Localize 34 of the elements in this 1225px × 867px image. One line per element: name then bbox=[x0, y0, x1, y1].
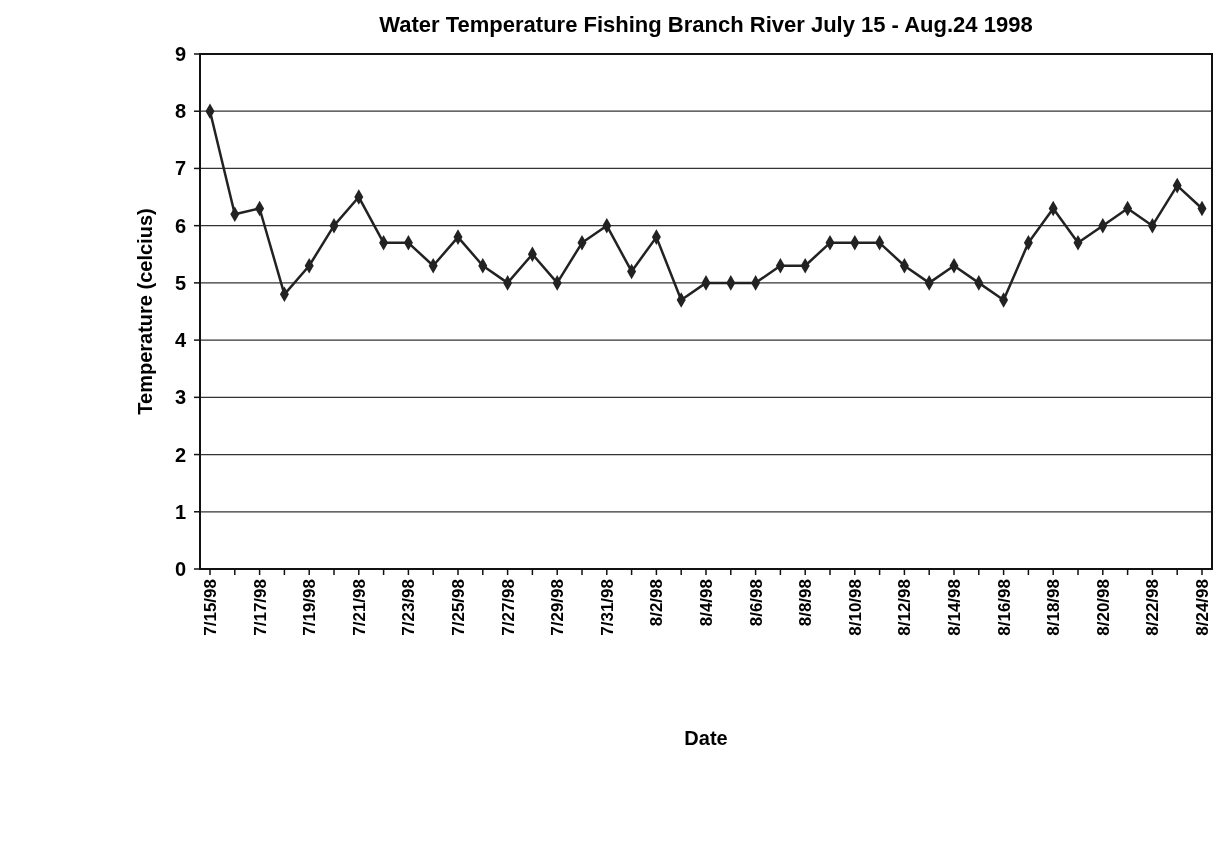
x-tick-label: 7/19/98 bbox=[300, 579, 320, 636]
x-axis-title: Date bbox=[684, 727, 728, 749]
y-tick-label: 6 bbox=[174, 214, 186, 237]
x-tick-label: 8/8/98 bbox=[796, 579, 816, 627]
x-tick-label: 8/14/98 bbox=[945, 579, 964, 636]
x-tick-label: 7/31/98 bbox=[597, 579, 617, 636]
y-axis-title: Temperature (celcius) bbox=[134, 208, 156, 415]
x-tick-label: 8/18/98 bbox=[1044, 579, 1064, 636]
y-tick-label: 9 bbox=[174, 43, 186, 65]
y-tick-label: 8 bbox=[174, 100, 186, 123]
x-tick-label: 8/24/98 bbox=[1193, 579, 1212, 636]
x-tick-label: 7/21/98 bbox=[349, 579, 369, 636]
x-tick-label: 7/25/98 bbox=[449, 579, 468, 636]
x-tick-label: 8/20/98 bbox=[1093, 579, 1113, 636]
x-tick-label: 7/17/98 bbox=[250, 579, 270, 636]
x-tick-label: 8/16/98 bbox=[994, 579, 1014, 636]
x-tick-label: 7/15/98 bbox=[201, 579, 220, 636]
y-tick-label: 1 bbox=[174, 500, 186, 523]
y-tick-label: 5 bbox=[174, 271, 186, 294]
x-tick-label: 7/27/98 bbox=[498, 579, 518, 636]
y-tick-label: 2 bbox=[174, 443, 186, 466]
y-tick-label: 0 bbox=[174, 558, 186, 580]
x-tick-label: 8/22/98 bbox=[1143, 579, 1163, 636]
y-tick-label: 4 bbox=[174, 329, 187, 352]
x-tick-label: 7/23/98 bbox=[399, 579, 419, 636]
y-tick-label: 7 bbox=[174, 157, 186, 180]
x-tick-label: 8/2/98 bbox=[647, 579, 667, 627]
x-tick-label: 8/4/98 bbox=[697, 579, 716, 627]
x-tick-label: 8/10/98 bbox=[845, 579, 865, 636]
y-tick-label: 3 bbox=[174, 386, 186, 409]
chart-title: Water Temperature Fishing Branch River July 15 - Aug.24 1998 bbox=[379, 12, 1033, 37]
x-tick-label: 8/6/98 bbox=[746, 579, 766, 627]
x-tick-label: 8/12/98 bbox=[895, 579, 915, 636]
x-tick-label: 7/29/98 bbox=[548, 579, 568, 636]
